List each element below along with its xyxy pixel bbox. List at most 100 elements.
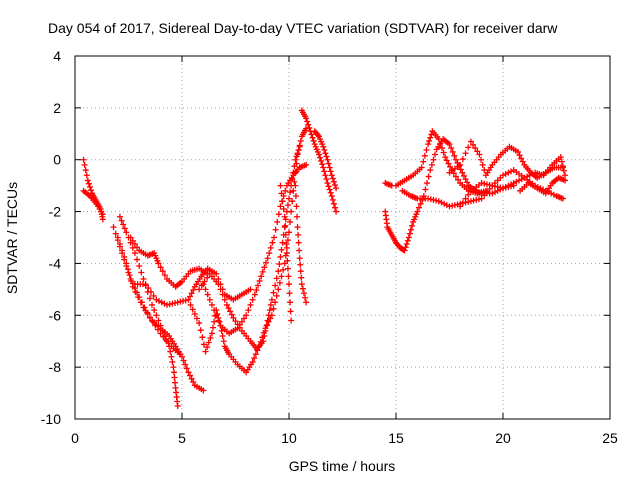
data-point [225, 305, 232, 312]
x-tick-label: 10 [281, 430, 297, 446]
data-point [405, 234, 412, 241]
data-point [110, 224, 117, 231]
data-point [182, 361, 189, 368]
data-point [446, 141, 453, 148]
data-point [266, 307, 273, 314]
data-point [562, 177, 569, 184]
data-point [198, 282, 205, 289]
data-point [478, 195, 485, 202]
y-tick-label: 2 [53, 100, 61, 116]
data-point [414, 208, 421, 215]
data-point [136, 263, 143, 270]
data-point [420, 158, 427, 165]
data-point [333, 185, 340, 192]
data-point [123, 260, 130, 267]
data-point [328, 172, 335, 179]
data-point [264, 317, 271, 324]
data-point [289, 198, 296, 205]
data-point [459, 156, 466, 163]
data-point [205, 339, 212, 346]
data-point [170, 369, 177, 376]
series-sat-e [114, 234, 207, 394]
data-point [333, 208, 340, 215]
data-point [81, 161, 88, 168]
data-point [327, 168, 334, 175]
data-point [245, 307, 252, 314]
data-point [190, 379, 197, 386]
data-point [457, 203, 464, 210]
data-point [200, 387, 207, 394]
data-point [170, 364, 177, 371]
data-point [293, 153, 300, 160]
data-point [292, 156, 299, 163]
data-point [435, 135, 442, 142]
data-point [323, 176, 330, 183]
data-point [483, 189, 490, 196]
data-point [299, 285, 306, 292]
data-point [500, 172, 506, 179]
data-point [267, 301, 274, 308]
data-point [321, 146, 328, 153]
data-point [438, 199, 445, 206]
data-point [282, 187, 289, 194]
data-point [464, 179, 471, 186]
data-point [183, 365, 190, 372]
data-point [251, 355, 258, 362]
data-point [510, 180, 517, 187]
data-point [287, 218, 294, 225]
series-sat-d [116, 213, 181, 410]
data-point [252, 351, 259, 358]
series-sat-t [457, 154, 569, 210]
series-sat-k [277, 182, 295, 324]
data-point [416, 204, 423, 211]
data-point [134, 256, 141, 263]
data-point [518, 155, 525, 162]
data-point [131, 240, 138, 247]
data-point [428, 161, 435, 168]
data-point [158, 299, 165, 306]
data-point [403, 240, 410, 247]
data-point [297, 137, 304, 144]
data-point [147, 288, 154, 295]
y-tick-label: -4 [49, 255, 62, 271]
data-point [260, 338, 267, 345]
data-point [462, 195, 469, 202]
data-point [442, 154, 449, 161]
data-point [112, 230, 119, 237]
data-point [305, 121, 312, 128]
data-point [291, 163, 298, 170]
data-point [482, 187, 489, 194]
data-point [262, 327, 269, 334]
data-point [500, 185, 506, 192]
data-point [425, 173, 432, 180]
data-point [474, 148, 481, 155]
x-tick-label: 25 [602, 430, 618, 446]
data-point [280, 205, 287, 212]
data-point [249, 296, 256, 303]
data-point [418, 164, 425, 171]
data-point [202, 286, 209, 293]
axis-ticks: 0 5 10 15 20 25 -10 -8 -6 -4 -2 0 2 4 [41, 48, 618, 446]
data-point [129, 237, 136, 244]
data-point [295, 239, 302, 246]
data-point [208, 330, 215, 337]
data-point [206, 296, 213, 303]
data-point [278, 190, 285, 197]
data-point [288, 317, 295, 324]
data-point [218, 327, 225, 334]
data-point [140, 275, 147, 282]
series-sat-f [127, 234, 211, 290]
data-point [407, 226, 414, 233]
data-point [161, 300, 168, 307]
data-point [298, 274, 305, 281]
data-point [508, 168, 515, 175]
series-sat-a [80, 156, 106, 223]
data-point [123, 229, 130, 236]
data-point [211, 318, 218, 325]
data-point [457, 161, 464, 168]
data-point [185, 369, 192, 376]
data-point [303, 299, 310, 306]
data-point [279, 239, 286, 246]
data-point [238, 318, 245, 325]
data-point [84, 177, 91, 184]
